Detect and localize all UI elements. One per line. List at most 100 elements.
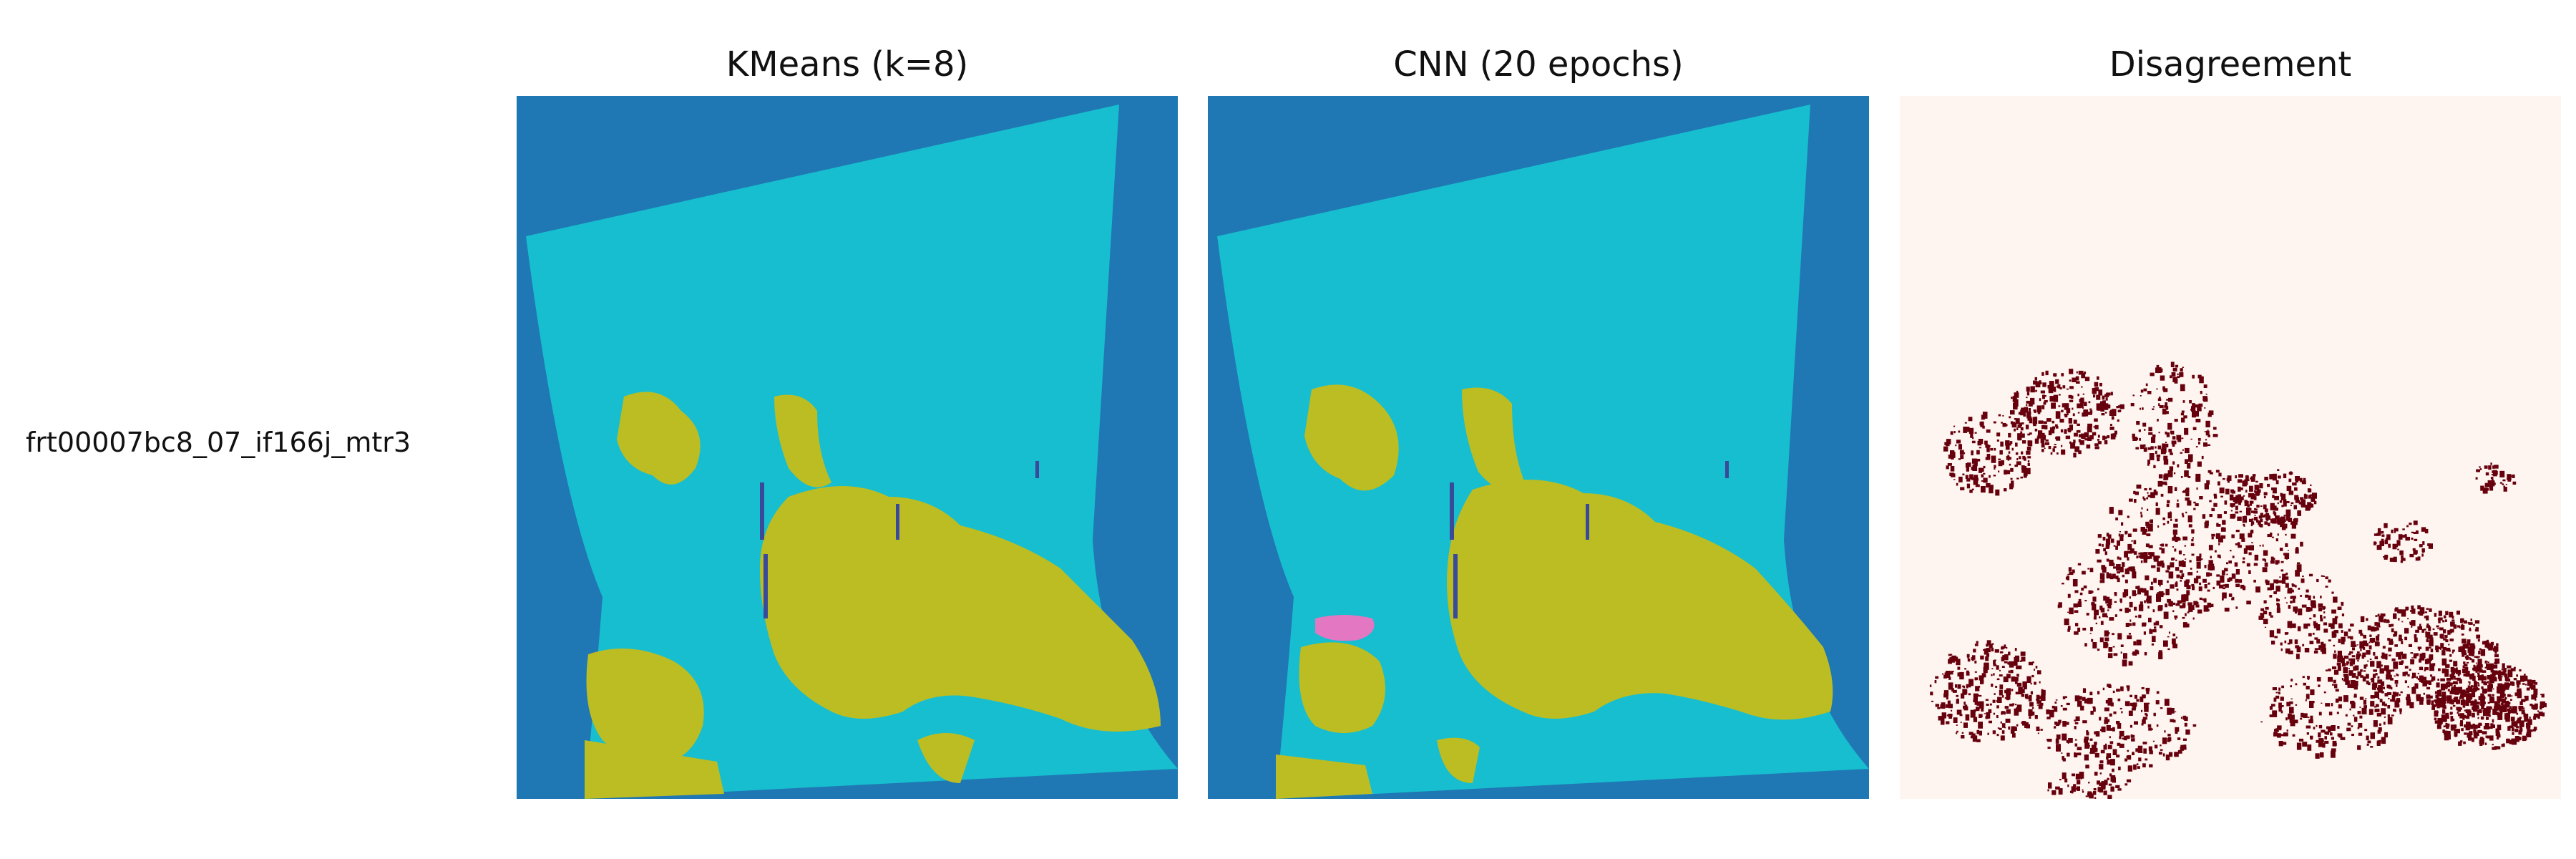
disagreement-pixel <box>1963 689 1968 694</box>
disagreement-pixel <box>2141 723 2144 726</box>
disagreement-pixel <box>2144 528 2148 533</box>
disagreement-pixel <box>2184 427 2189 435</box>
disagreement-pixel <box>2198 405 2200 407</box>
disagreement-pixel <box>1952 657 1958 661</box>
disagreement-pixel <box>2084 600 2087 602</box>
disagreement-pixel <box>2140 511 2142 515</box>
disagreement-pixel <box>2454 724 2457 729</box>
disagreement-pixel <box>2371 695 2373 699</box>
disagreement-pixel <box>2477 684 2480 686</box>
disagreement-pixel <box>2524 714 2529 720</box>
disagreement-pixel <box>2294 495 2299 500</box>
disagreement-pixel <box>2178 550 2182 555</box>
disagreement-pixel <box>2075 716 2080 721</box>
disagreement-pixel <box>2026 404 2028 407</box>
disagreement-pixel <box>2351 641 2356 647</box>
disagreement-pixel <box>2209 514 2212 518</box>
disagreement-pixel <box>2146 497 2148 500</box>
disagreement-pixel <box>2158 591 2164 598</box>
disagreement-pixel <box>2227 578 2230 582</box>
disagreement-pixel <box>2170 375 2172 379</box>
disagreement-pixel <box>2024 457 2026 461</box>
disagreement-pixel <box>2076 430 2081 433</box>
disagreement-pixel <box>2213 427 2217 430</box>
disagreement-pixel <box>2073 603 2078 608</box>
disagreement-pixel <box>2381 613 2386 617</box>
disagreement-pixel <box>2511 695 2513 697</box>
disagreement-pixel <box>2110 538 2114 543</box>
disagreement-pixel <box>2255 508 2258 511</box>
disagreement-pixel <box>2320 618 2323 622</box>
disagreement-pixel <box>2424 611 2428 613</box>
disagreement-pixel <box>2243 548 2248 554</box>
disagreement-pixel <box>2483 697 2486 699</box>
disagreement-pixel <box>2001 730 2005 734</box>
disagreement-pixel <box>2457 669 2462 675</box>
disagreement-pixel <box>2049 709 2054 718</box>
disagreement-pixel <box>2256 505 2260 508</box>
disagreement-pixel <box>2094 752 2099 758</box>
disagreement-pixel <box>1960 487 1965 490</box>
disagreement-pixel <box>2082 697 2086 701</box>
disagreement-pixel <box>2477 717 2479 719</box>
disagreement-pixel <box>2503 487 2507 492</box>
disagreement-pixel <box>2099 573 2105 580</box>
disagreement-pixel <box>2473 686 2476 688</box>
disagreement-pixel <box>2239 533 2245 540</box>
disagreement-pixel <box>2444 619 2447 622</box>
disagreement-pixel <box>2202 514 2206 519</box>
disagreement-pixel <box>2283 502 2287 507</box>
disagreement-pixel <box>2094 446 2099 450</box>
disagreement-pixel <box>2238 486 2241 492</box>
disagreement-pixel <box>2009 704 2014 707</box>
disagreement-pixel <box>2496 746 2501 749</box>
disagreement-pixel <box>2102 577 2104 581</box>
disagreement-pixel <box>2422 541 2425 545</box>
disagreement-pixel <box>2078 434 2083 437</box>
disagreement-pixel <box>1948 714 1953 717</box>
disagreement-pixel <box>2129 498 2133 502</box>
disagreement-pixel <box>2459 679 2462 684</box>
disagreement-pixel <box>2441 668 2447 674</box>
disagreement-pixel <box>2243 523 2245 526</box>
disagreement-pixel <box>2074 695 2080 702</box>
disagreement-pixel <box>2115 545 2118 550</box>
disagreement-pixel <box>2323 576 2325 577</box>
disagreement-pixel <box>2168 397 2173 402</box>
disagreement-pixel <box>2031 712 2035 716</box>
disagreement-pixel <box>1959 450 1964 455</box>
disagreement-pixel <box>2067 593 2071 598</box>
disagreement-pixel <box>1965 714 1970 721</box>
disagreement-pixel <box>2423 692 2425 695</box>
disagreement-pixel <box>2104 780 2108 785</box>
disagreement-pixel <box>2415 530 2419 534</box>
disagreement-pixel <box>2452 704 2456 707</box>
disagreement-pixel <box>2072 773 2075 777</box>
disagreement-pixel <box>2233 497 2238 503</box>
disagreement-pixel <box>2097 691 2100 695</box>
disagreement-pixel <box>2351 655 2356 658</box>
disagreement-pixel <box>1984 713 1986 714</box>
disagreement-pixel <box>2157 445 2162 450</box>
disagreement-pixel <box>2004 727 2006 729</box>
disagreement-pixel <box>2189 400 2192 404</box>
disagreement-pixel <box>2083 402 2087 407</box>
disagreement-pixel <box>2129 702 2135 707</box>
disagreement-pixel <box>2363 699 2367 705</box>
disagreement-pixel <box>1985 699 1989 701</box>
disagreement-pixel <box>2179 605 2183 608</box>
disagreement-pixel <box>2465 726 2470 731</box>
disagreement-pixel <box>2363 646 2366 650</box>
disagreement-pixel <box>2489 668 2492 671</box>
disagreement-pixel <box>2124 758 2128 762</box>
disagreement-pixel <box>2246 563 2250 567</box>
disagreement-pixel <box>2267 534 2272 538</box>
disagreement-pixel <box>2089 793 2094 799</box>
disagreement-pixel <box>2357 659 2359 662</box>
disagreement-pixel <box>2474 629 2477 631</box>
disagreement-pixel <box>2174 752 2179 757</box>
disagreement-pixel <box>2212 586 2215 590</box>
disagreement-pixel <box>2368 626 2370 630</box>
disagreement-pixel <box>2064 429 2067 434</box>
disagreement-pixel <box>2255 492 2260 496</box>
